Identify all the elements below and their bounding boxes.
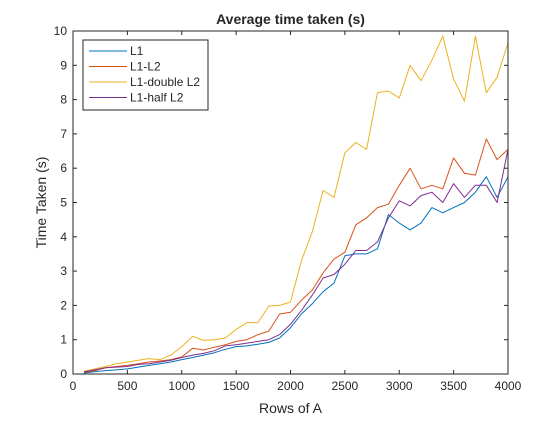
x-tick-label: 2500 [332, 379, 359, 393]
chart-title: Average time taken (s) [216, 11, 365, 27]
series-lines [83, 35, 509, 374]
legend-label: L1-double L2 [130, 75, 200, 89]
y-tick-label: 3 [60, 264, 67, 278]
y-tick-label: 0 [60, 367, 67, 381]
x-axis-label: Rows of A [259, 400, 323, 416]
y-tick-label: 6 [60, 161, 67, 175]
y-tick-label: 7 [60, 127, 67, 141]
series-line-l1-double-l2 [83, 35, 509, 372]
y-tick-label: 1 [60, 333, 67, 347]
x-tick-label: 4000 [495, 379, 522, 393]
x-tick-label: 3500 [440, 379, 467, 393]
y-tick-label: 9 [60, 58, 67, 72]
legend-label: L1 [130, 44, 144, 58]
axis-ticks: 0 500 1000 1500 2000 2500 3000 3500 4000 0 1 2 3 4 5 6 7… [54, 24, 522, 393]
series-line-l1-half-l2 [83, 149, 509, 373]
x-tick-label: 2000 [277, 379, 304, 393]
y-tick-label: 10 [54, 24, 68, 38]
x-tick-label: 1500 [223, 379, 250, 393]
legend-label: L1-L2 [130, 60, 161, 74]
y-tick-label: 4 [60, 230, 67, 244]
y-tick-label: 2 [60, 298, 67, 312]
legend-box [82, 39, 209, 111]
x-tick-label: 500 [117, 379, 137, 393]
series-line-l1 [83, 176, 509, 374]
x-tick-label: 1000 [168, 379, 195, 393]
x-tick-label: 3000 [386, 379, 413, 393]
series-line-l1-l2 [83, 138, 509, 373]
y-tick-label: 5 [60, 196, 67, 210]
x-tick-label: 0 [70, 379, 77, 393]
legend-label: L1-half L2 [130, 91, 184, 105]
y-tick-label: 8 [60, 93, 67, 107]
y-axis-label: Time Taken (s) [33, 157, 49, 249]
